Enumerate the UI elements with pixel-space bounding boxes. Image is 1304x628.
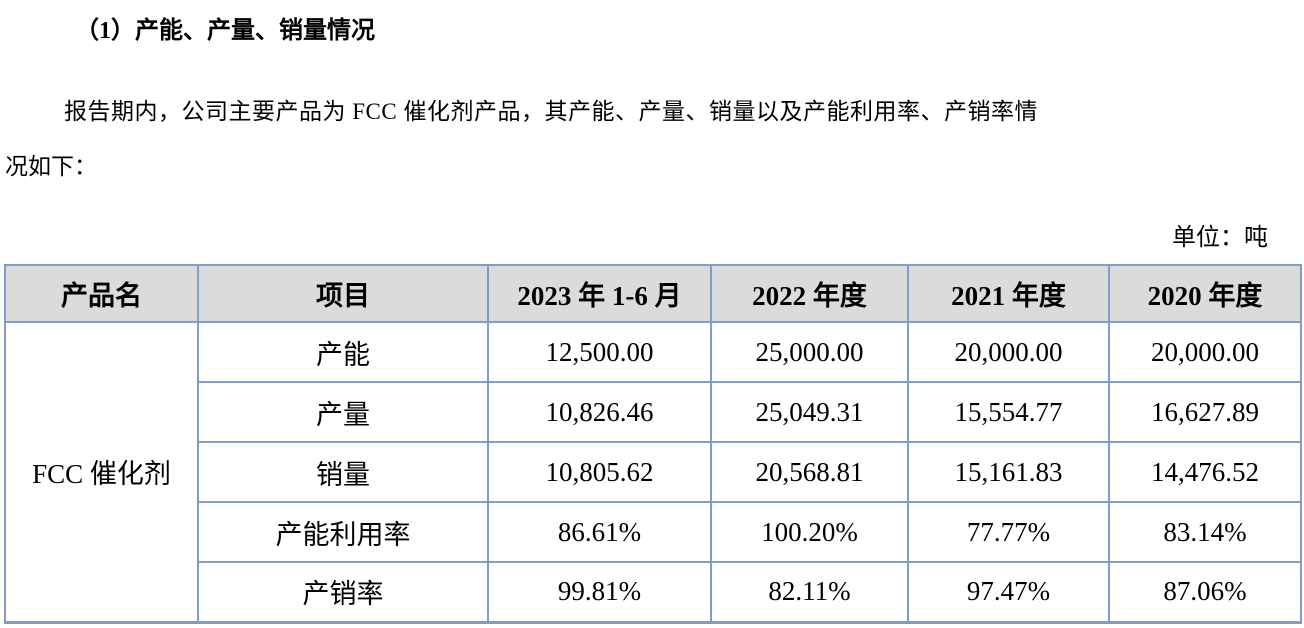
capacity-production-sales-table: 产品名 项目 2023 年 1-6 月 2022 年度 2021 年度 2020… [4,264,1302,624]
table-header-row: 产品名 项目 2023 年 1-6 月 2022 年度 2021 年度 2020… [4,264,1302,323]
table-row-sales-ratio: 产销率 99.81% 82.11% 97.47% 87.06% [5,561,1302,623]
table-row-utilization: 产能利用率 86.61% 100.20% 77.77% 83.14% [5,501,1302,563]
value-cell: 10,826.46 [487,381,712,443]
value-cell: 14,476.52 [1108,441,1302,503]
value-cell: 99.81% [487,561,712,623]
header-2020: 2020 年度 [1108,264,1302,323]
value-cell: 83.14% [1108,501,1302,563]
table-row-sales: 销量 10,805.62 20,568.81 15,161.83 14,476.… [5,441,1302,503]
value-cell: 100.20% [710,501,909,563]
value-cell: 20,568.81 [710,441,909,503]
value-cell: 25,049.31 [710,381,909,443]
body-paragraph-line-1: 报告期内，公司主要产品为 FCC 催化剂产品，其产能、产量、销量以及产能利用率、… [64,99,1038,124]
header-2021: 2021 年度 [907,264,1110,323]
item-cell: 产量 [197,381,489,443]
value-cell: 87.06% [1108,561,1302,623]
value-cell: 77.77% [907,501,1110,563]
value-cell: 20,000.00 [907,321,1110,383]
value-cell: 12,500.00 [487,321,712,383]
value-cell: 97.47% [907,561,1110,623]
value-cell: 15,554.77 [907,381,1110,443]
header-product-name: 产品名 [4,264,199,323]
value-cell: 82.11% [710,561,909,623]
header-item: 项目 [197,264,489,323]
body-paragraph-line-2: 况如下： [5,154,97,179]
header-2022: 2022 年度 [710,264,909,323]
table-row-output: 产量 10,826.46 25,049.31 15,554.77 16,627.… [5,381,1302,443]
header-2023-h1: 2023 年 1-6 月 [487,264,712,323]
item-cell: 产能利用率 [197,501,489,563]
value-cell: 10,805.62 [487,441,712,503]
product-name-cell: FCC 催化剂 [4,321,199,623]
item-cell: 产能 [197,321,489,383]
table-row-capacity: FCC 催化剂 产能 12,500.00 25,000.00 20,000.00… [4,321,1302,623]
section-heading: （1）产能、产量、销量情况 [75,18,375,44]
unit-label: 单位：吨 [1172,225,1268,251]
value-cell: 86.61% [487,501,712,563]
value-cell: 16,627.89 [1108,381,1302,443]
value-cell: 20,000.00 [1108,321,1302,383]
item-cell: 销量 [197,441,489,503]
value-cell: 25,000.00 [710,321,909,383]
value-cell: 15,161.83 [907,441,1110,503]
item-cell: 产销率 [197,561,489,623]
